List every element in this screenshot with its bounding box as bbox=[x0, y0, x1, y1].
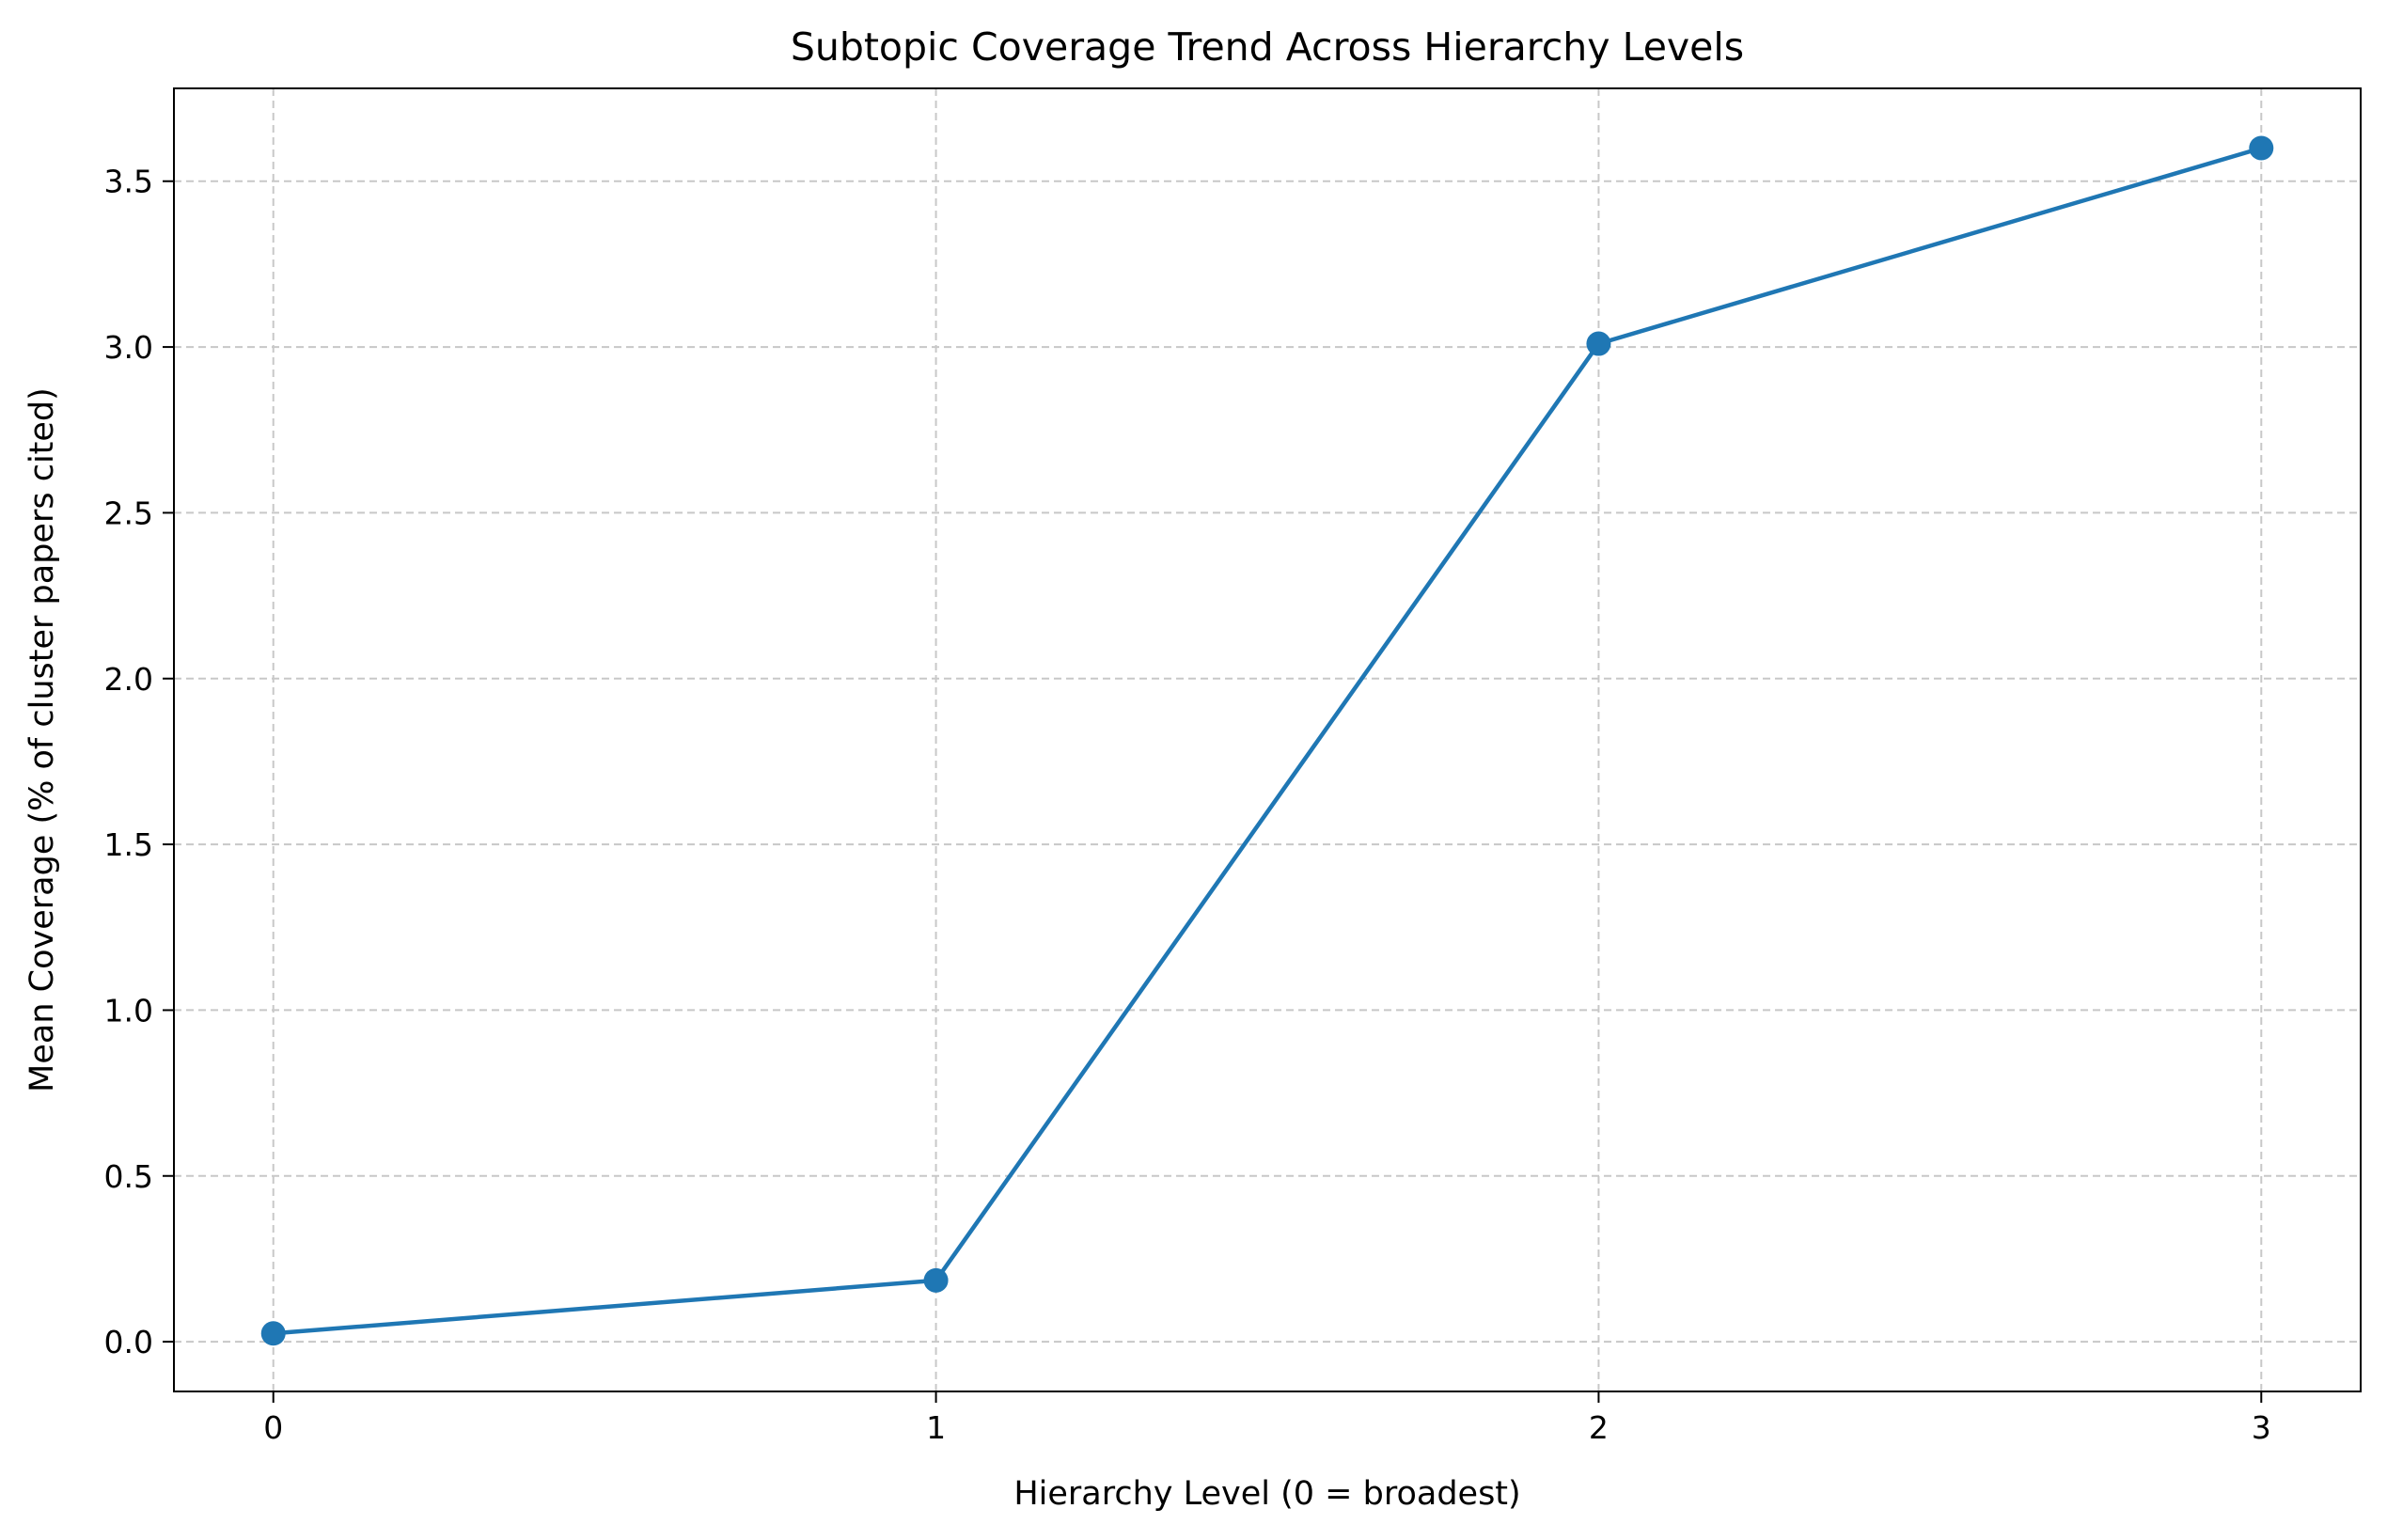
y-tick-label: 3.0 bbox=[104, 329, 153, 366]
plot-frame bbox=[173, 87, 2362, 1392]
y-tick-label: 0.5 bbox=[104, 1158, 153, 1195]
series-line bbox=[273, 146, 2262, 1336]
data-point bbox=[923, 1267, 949, 1293]
y-tick-label: 1.5 bbox=[104, 826, 153, 863]
chart-title: Subtopic Coverage Trend Across Hierarchy… bbox=[791, 24, 1744, 70]
plot-area bbox=[260, 135, 2274, 1346]
y-tick-label: 2.5 bbox=[104, 495, 153, 531]
data-point bbox=[2249, 135, 2274, 161]
x-axis: 0 1 2 3 bbox=[263, 1391, 2271, 1446]
y-axis: 0.0 0.5 1.0 1.5 2.0 2.5 3.0 3.5 bbox=[104, 164, 174, 1360]
x-tick-label: 1 bbox=[926, 1409, 946, 1446]
data-point bbox=[260, 1321, 286, 1346]
y-tick-label: 1.0 bbox=[104, 992, 153, 1029]
y-tick-label: 2.0 bbox=[104, 661, 153, 698]
x-tick-label: 3 bbox=[2252, 1409, 2271, 1446]
grid-lines bbox=[174, 88, 2361, 1391]
y-tick-label: 3.5 bbox=[104, 164, 153, 200]
x-tick-label: 0 bbox=[263, 1409, 283, 1446]
y-axis-label: Mean Coverage (% of cluster papers cited… bbox=[24, 387, 61, 1092]
x-axis-label: Hierarchy Level (0 = broadest) bbox=[1013, 1475, 1520, 1513]
x-tick-label: 2 bbox=[1589, 1409, 1609, 1446]
data-point bbox=[1586, 331, 1611, 356]
y-tick-label: 0.0 bbox=[104, 1324, 153, 1360]
